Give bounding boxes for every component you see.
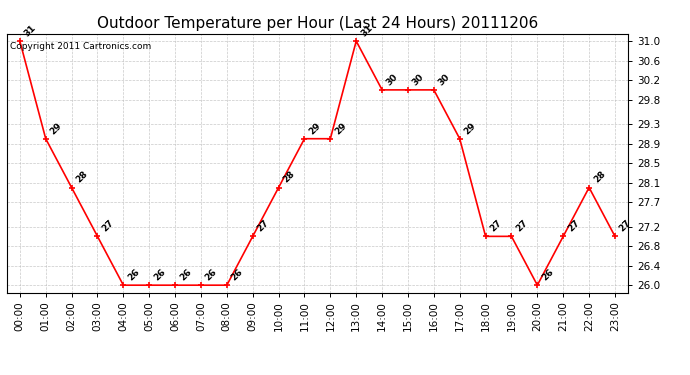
Text: 26: 26 — [178, 267, 193, 282]
Text: 31: 31 — [359, 23, 374, 38]
Text: 30: 30 — [437, 72, 452, 87]
Text: 27: 27 — [618, 218, 633, 234]
Text: 28: 28 — [592, 170, 607, 185]
Text: 28: 28 — [282, 170, 297, 185]
Text: Copyright 2011 Cartronics.com: Copyright 2011 Cartronics.com — [10, 42, 151, 51]
Text: 26: 26 — [540, 267, 555, 282]
Text: 26: 26 — [126, 267, 141, 282]
Title: Outdoor Temperature per Hour (Last 24 Hours) 20111206: Outdoor Temperature per Hour (Last 24 Ho… — [97, 16, 538, 31]
Text: 27: 27 — [514, 218, 529, 234]
Text: 29: 29 — [333, 121, 348, 136]
Text: 31: 31 — [23, 23, 38, 38]
Text: 30: 30 — [385, 72, 400, 87]
Text: 27: 27 — [489, 218, 504, 234]
Text: 28: 28 — [75, 170, 90, 185]
Text: 29: 29 — [307, 121, 322, 136]
Text: 27: 27 — [100, 218, 115, 234]
Text: 30: 30 — [411, 72, 426, 87]
Text: 26: 26 — [230, 267, 245, 282]
Text: 29: 29 — [462, 121, 477, 136]
Text: 26: 26 — [204, 267, 219, 282]
Text: 26: 26 — [152, 267, 167, 282]
Text: 27: 27 — [255, 218, 270, 234]
Text: 27: 27 — [566, 218, 581, 234]
Text: 29: 29 — [48, 121, 63, 136]
